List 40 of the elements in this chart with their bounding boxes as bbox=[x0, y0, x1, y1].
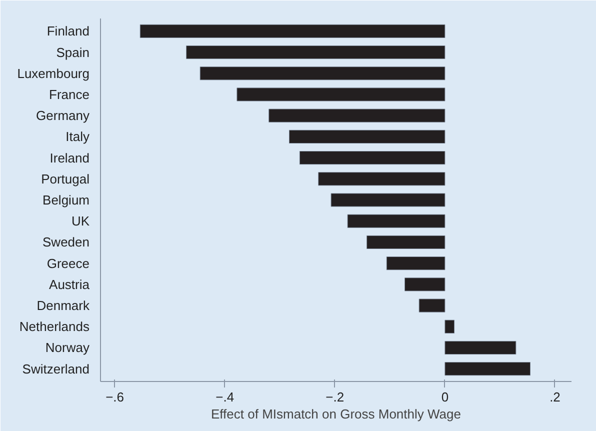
y-tick-label: Austria bbox=[49, 276, 90, 292]
y-tick-label: Spain bbox=[56, 44, 90, 60]
y-tick-label: Germany bbox=[36, 108, 90, 124]
bar bbox=[444, 320, 455, 334]
bar bbox=[318, 172, 446, 186]
y-tick-label: Italy bbox=[66, 129, 90, 144]
y-tick-label: Portugal bbox=[41, 171, 90, 186]
y-tick-label: Luxembourg bbox=[17, 66, 90, 81]
bar bbox=[288, 130, 446, 144]
y-tick-label: Netherlands bbox=[19, 319, 90, 334]
y-tick-label: Greece bbox=[46, 256, 90, 271]
bar bbox=[366, 235, 446, 249]
x-tick-label: −.4 bbox=[216, 390, 234, 404]
y-tick-label: Switzerland bbox=[22, 361, 90, 376]
bar bbox=[444, 340, 516, 355]
bar bbox=[418, 298, 446, 312]
y-tick-label: Finland bbox=[46, 24, 90, 39]
bar bbox=[268, 108, 446, 122]
y-tick-label: Sweden bbox=[42, 234, 90, 250]
x-tick-label: −.2 bbox=[326, 390, 344, 404]
y-tick-label: Norway bbox=[45, 340, 90, 356]
y-tick-label: Ireland bbox=[50, 150, 90, 166]
bar bbox=[386, 256, 446, 270]
bar bbox=[236, 88, 446, 102]
bar bbox=[330, 193, 446, 207]
y-tick-label: Belgium bbox=[42, 192, 90, 208]
x-axis-title: Effect of MIsmatch on Gross Monthly Wage bbox=[211, 406, 461, 422]
y-tick-label: France bbox=[49, 86, 90, 102]
bar bbox=[444, 362, 530, 376]
bar bbox=[186, 45, 446, 60]
x-tick-label: .2 bbox=[550, 390, 560, 404]
bar bbox=[299, 151, 446, 165]
bar bbox=[404, 278, 446, 292]
x-tick-label: −.6 bbox=[106, 390, 124, 404]
bar bbox=[347, 214, 446, 228]
bar bbox=[200, 66, 446, 80]
y-tick-label: Denmark bbox=[36, 298, 90, 314]
bar bbox=[140, 24, 446, 38]
y-tick-label: UK bbox=[71, 214, 90, 229]
x-tick-label: 0 bbox=[441, 390, 449, 404]
